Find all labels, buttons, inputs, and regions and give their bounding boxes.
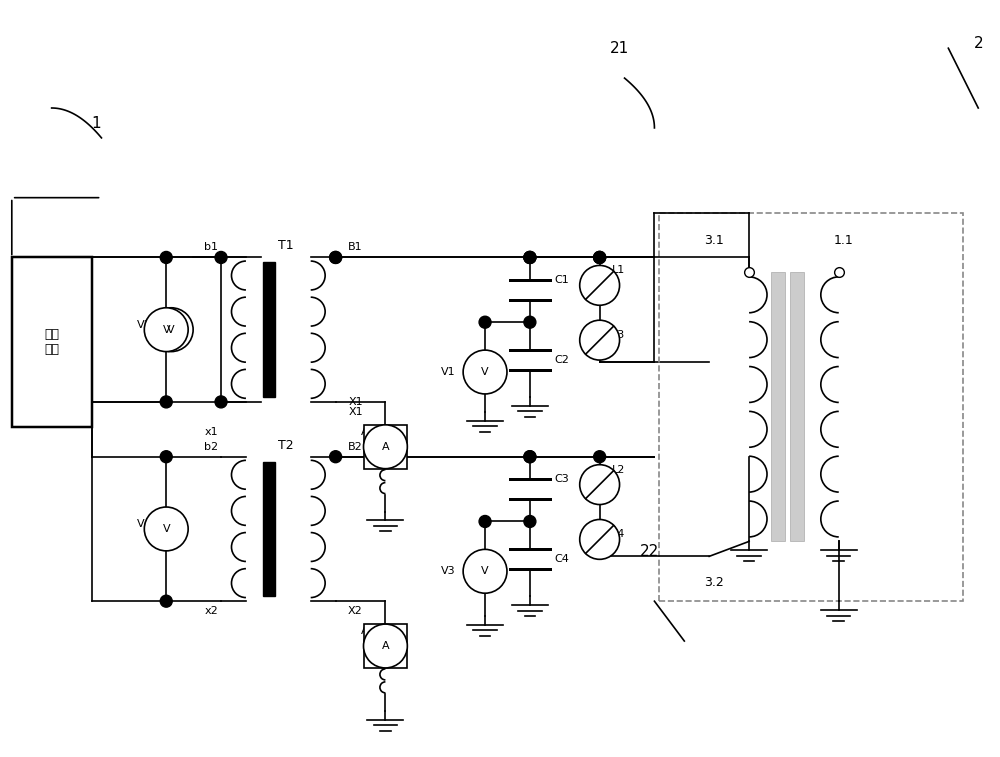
FancyBboxPatch shape bbox=[263, 462, 275, 597]
Text: x1: x1 bbox=[204, 427, 218, 437]
Text: V: V bbox=[162, 524, 170, 534]
Circle shape bbox=[215, 251, 227, 263]
Text: L4: L4 bbox=[612, 529, 625, 540]
Text: 3.2: 3.2 bbox=[704, 576, 724, 589]
Text: L2: L2 bbox=[612, 465, 625, 475]
Circle shape bbox=[479, 316, 491, 329]
Circle shape bbox=[580, 320, 620, 360]
Circle shape bbox=[524, 316, 536, 329]
Circle shape bbox=[160, 595, 172, 607]
Text: V3: V3 bbox=[441, 566, 455, 576]
Circle shape bbox=[524, 516, 536, 528]
Text: 2: 2 bbox=[973, 36, 983, 51]
Text: V: V bbox=[162, 325, 170, 335]
Circle shape bbox=[594, 251, 606, 263]
FancyBboxPatch shape bbox=[364, 425, 407, 469]
Text: V: V bbox=[481, 367, 489, 377]
Circle shape bbox=[330, 450, 342, 463]
Text: V1: V1 bbox=[441, 367, 455, 377]
Circle shape bbox=[524, 251, 536, 263]
Circle shape bbox=[160, 450, 172, 463]
Circle shape bbox=[524, 251, 536, 263]
Circle shape bbox=[594, 450, 606, 463]
Circle shape bbox=[330, 251, 342, 263]
Text: x2: x2 bbox=[204, 606, 218, 616]
Text: X1: X1 bbox=[348, 407, 363, 417]
Text: 22: 22 bbox=[640, 544, 659, 559]
Text: V: V bbox=[481, 566, 489, 576]
Text: X2: X2 bbox=[348, 606, 363, 616]
Circle shape bbox=[364, 624, 407, 668]
Text: A: A bbox=[382, 641, 389, 651]
Text: V: V bbox=[167, 325, 175, 335]
Circle shape bbox=[479, 516, 491, 528]
FancyBboxPatch shape bbox=[12, 257, 92, 427]
Text: b2: b2 bbox=[204, 442, 218, 452]
Circle shape bbox=[215, 396, 227, 408]
Text: L3: L3 bbox=[612, 330, 625, 340]
Text: L1: L1 bbox=[612, 266, 625, 276]
Text: T2: T2 bbox=[278, 439, 294, 452]
Text: 3.1: 3.1 bbox=[704, 235, 724, 248]
Circle shape bbox=[580, 266, 620, 305]
Circle shape bbox=[524, 450, 536, 463]
Circle shape bbox=[160, 251, 172, 263]
Text: B2: B2 bbox=[348, 442, 363, 452]
Text: X1: X1 bbox=[348, 397, 363, 407]
Text: V2: V2 bbox=[137, 319, 151, 330]
Text: C3: C3 bbox=[555, 474, 570, 484]
FancyBboxPatch shape bbox=[364, 624, 407, 668]
Text: A1: A1 bbox=[361, 427, 375, 437]
Text: B1: B1 bbox=[348, 242, 363, 253]
Text: 21: 21 bbox=[610, 41, 629, 56]
Circle shape bbox=[594, 251, 606, 263]
Circle shape bbox=[330, 251, 342, 263]
Text: V4: V4 bbox=[137, 519, 151, 529]
Circle shape bbox=[580, 465, 620, 504]
Text: b1: b1 bbox=[204, 242, 218, 253]
Text: 1: 1 bbox=[92, 116, 101, 131]
Circle shape bbox=[149, 308, 193, 351]
Circle shape bbox=[594, 251, 606, 263]
Circle shape bbox=[144, 507, 188, 551]
Text: 变频
电源: 变频 电源 bbox=[44, 328, 59, 356]
Text: A2: A2 bbox=[361, 626, 375, 636]
Text: C2: C2 bbox=[555, 354, 570, 365]
Circle shape bbox=[580, 519, 620, 559]
Text: A: A bbox=[382, 442, 389, 452]
Circle shape bbox=[524, 251, 536, 263]
FancyBboxPatch shape bbox=[263, 263, 275, 397]
Circle shape bbox=[524, 450, 536, 463]
Circle shape bbox=[364, 425, 407, 469]
Circle shape bbox=[463, 550, 507, 593]
Text: C1: C1 bbox=[555, 275, 570, 285]
Circle shape bbox=[144, 308, 188, 351]
FancyBboxPatch shape bbox=[771, 273, 785, 541]
Text: T1: T1 bbox=[278, 239, 294, 253]
Circle shape bbox=[463, 350, 507, 394]
Text: C4: C4 bbox=[555, 554, 570, 564]
Circle shape bbox=[160, 396, 172, 408]
FancyBboxPatch shape bbox=[790, 273, 804, 541]
Text: 1.1: 1.1 bbox=[834, 235, 854, 248]
